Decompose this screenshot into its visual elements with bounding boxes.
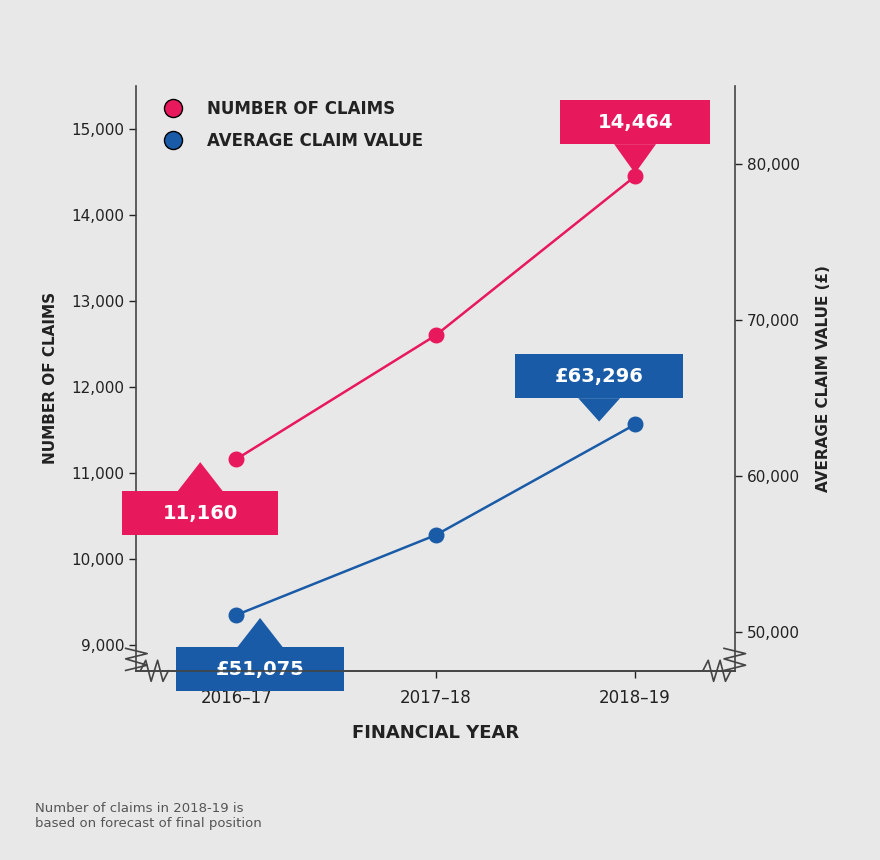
Point	[229, 608, 243, 622]
Text: Number of claims in 2018-19 is
based on forecast of final position: Number of claims in 2018-19 is based on …	[35, 802, 262, 830]
Point	[429, 329, 443, 342]
Point	[628, 169, 642, 183]
FancyBboxPatch shape	[516, 354, 683, 398]
X-axis label: FINANCIAL YEAR: FINANCIAL YEAR	[352, 723, 519, 741]
FancyBboxPatch shape	[561, 101, 710, 144]
Point	[229, 452, 243, 466]
Polygon shape	[614, 144, 656, 174]
Polygon shape	[578, 398, 620, 421]
Y-axis label: AVERAGE CLAIM VALUE (£): AVERAGE CLAIM VALUE (£)	[817, 265, 832, 492]
Point	[628, 418, 642, 432]
FancyBboxPatch shape	[122, 491, 278, 535]
Polygon shape	[178, 462, 223, 491]
Text: £51,075: £51,075	[216, 660, 304, 679]
Text: 14,464: 14,464	[598, 113, 673, 132]
Point	[429, 528, 443, 542]
Legend: NUMBER OF CLAIMS, AVERAGE CLAIM VALUE: NUMBER OF CLAIMS, AVERAGE CLAIM VALUE	[157, 100, 422, 150]
Polygon shape	[238, 618, 282, 648]
Y-axis label: NUMBER OF CLAIMS: NUMBER OF CLAIMS	[42, 292, 57, 464]
FancyBboxPatch shape	[176, 648, 344, 691]
Text: 11,160: 11,160	[163, 504, 238, 523]
Text: £63,296: £63,296	[554, 366, 643, 386]
